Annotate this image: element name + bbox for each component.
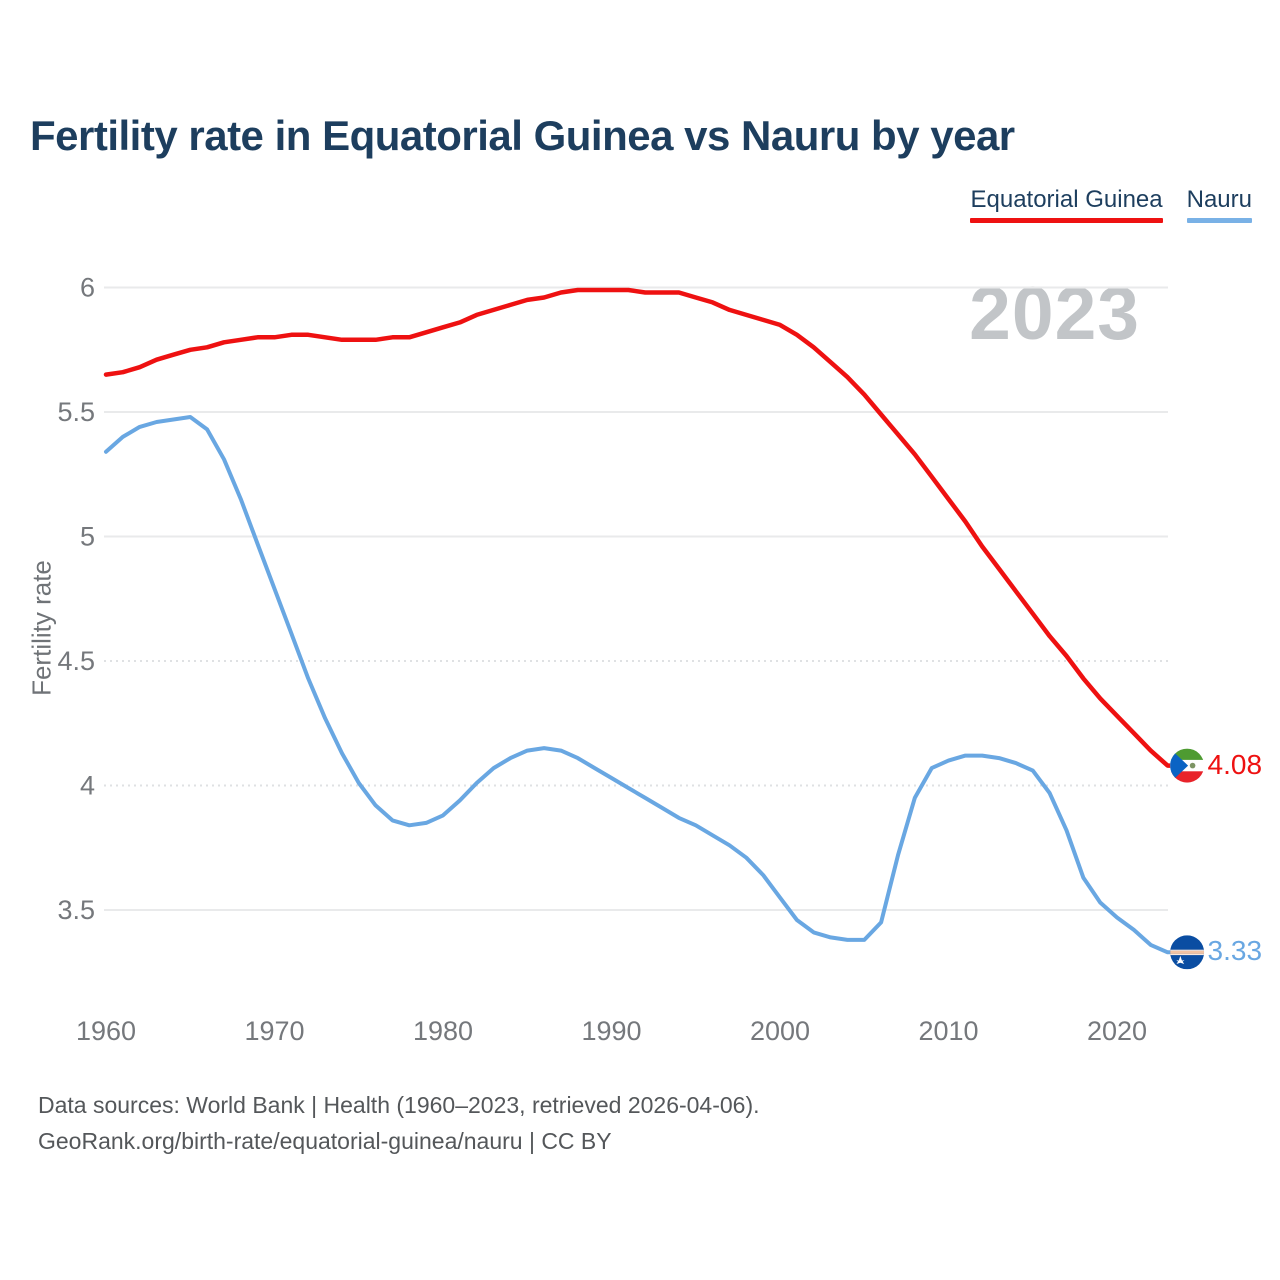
legend-item-equatorial-guinea[interactable]: Equatorial Guinea [970,186,1163,223]
series-line-nauru[interactable] [104,415,1179,955]
y-tick-3.5: 3.5 [57,895,95,925]
x-tick-1980: 1980 [413,1016,473,1046]
y-tick-5.5: 5.5 [57,397,95,427]
legend-color-bar-nauru [1186,218,1252,223]
nauru-flag-icon [1170,935,1205,970]
footer: Data sources: World Bank | Health (1960–… [38,1087,760,1159]
y-tick-5: 5 [80,522,95,552]
legend-label-equatorial-guinea: Equatorial Guinea [970,186,1163,213]
footer-attribution-line: GeoRank.org/birth-rate/equatorial-guinea… [38,1128,612,1154]
watermark-year: 2023 [969,271,1140,355]
end-value-equatorial-guinea: 4.08 [1207,748,1263,780]
gridlines [104,286,1168,911]
y-tick-4: 4 [80,771,95,801]
legend: Equatorial Guinea Nauru [970,186,1252,223]
axis-tick-labels: 6 5.5 5 4.5 4 3.5 1960 1970 1980 1990 2000 2010 2020 [57,273,1147,1047]
series-line-equatorial-guinea[interactable] [103,287,1179,768]
series-lines [103,287,1179,955]
x-tick-2000: 2000 [750,1016,810,1046]
y-tick-4.5: 4.5 [57,646,95,676]
x-tick-2010: 2010 [918,1016,978,1046]
end-value-nauru: 3.33 [1207,935,1263,967]
x-tick-1990: 1990 [581,1016,641,1046]
footer-sources-line: Data sources: World Bank | Health (1960–… [38,1092,760,1118]
legend-color-bar-equatorial-guinea [970,218,1163,223]
x-tick-2020: 2020 [1087,1016,1147,1046]
y-tick-6: 6 [80,273,95,303]
x-tick-1970: 1970 [244,1016,304,1046]
x-tick-1960: 1960 [76,1016,136,1046]
legend-item-nauru[interactable]: Nauru [1186,186,1252,223]
legend-label-nauru: Nauru [1186,186,1252,213]
chart-title: Fertility rate in Equatorial Guinea vs N… [30,112,1015,159]
nauru-star [1176,955,1185,964]
equatorial-guinea-flag-icon [1170,748,1205,783]
y-axis-title: Fertility rate [26,560,57,696]
